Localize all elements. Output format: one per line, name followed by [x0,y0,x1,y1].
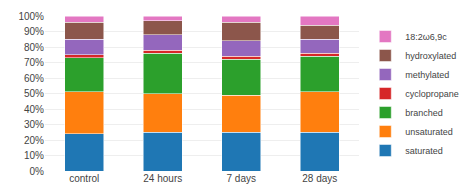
svg-text:70%: 70% [24,57,44,68]
svg-text:100%: 100% [18,11,44,22]
svg-text:saturated: saturated [405,146,443,156]
svg-text:hydroxylated: hydroxylated [405,51,456,61]
svg-text:7 days: 7 days [227,173,256,184]
svg-text:control: control [69,173,99,184]
svg-text:methylated: methylated [405,70,449,80]
svg-text:10%: 10% [24,150,44,161]
svg-text:28 days: 28 days [302,173,337,184]
svg-text:30%: 30% [24,119,44,130]
svg-text:20%: 20% [24,135,44,146]
svg-text:24 hours: 24 hours [143,173,182,184]
svg-text:0%: 0% [30,166,45,177]
svg-text:18:2ω6,9c: 18:2ω6,9c [405,32,447,42]
svg-text:40%: 40% [24,104,44,115]
svg-text:50%: 50% [24,88,44,99]
svg-text:cyclopropane: cyclopropane [405,89,459,99]
svg-text:80%: 80% [24,42,44,53]
svg-text:60%: 60% [24,73,44,84]
svg-text:90%: 90% [24,26,44,37]
svg-text:branched: branched [405,108,443,118]
svg-text:unsaturated: unsaturated [405,127,453,137]
